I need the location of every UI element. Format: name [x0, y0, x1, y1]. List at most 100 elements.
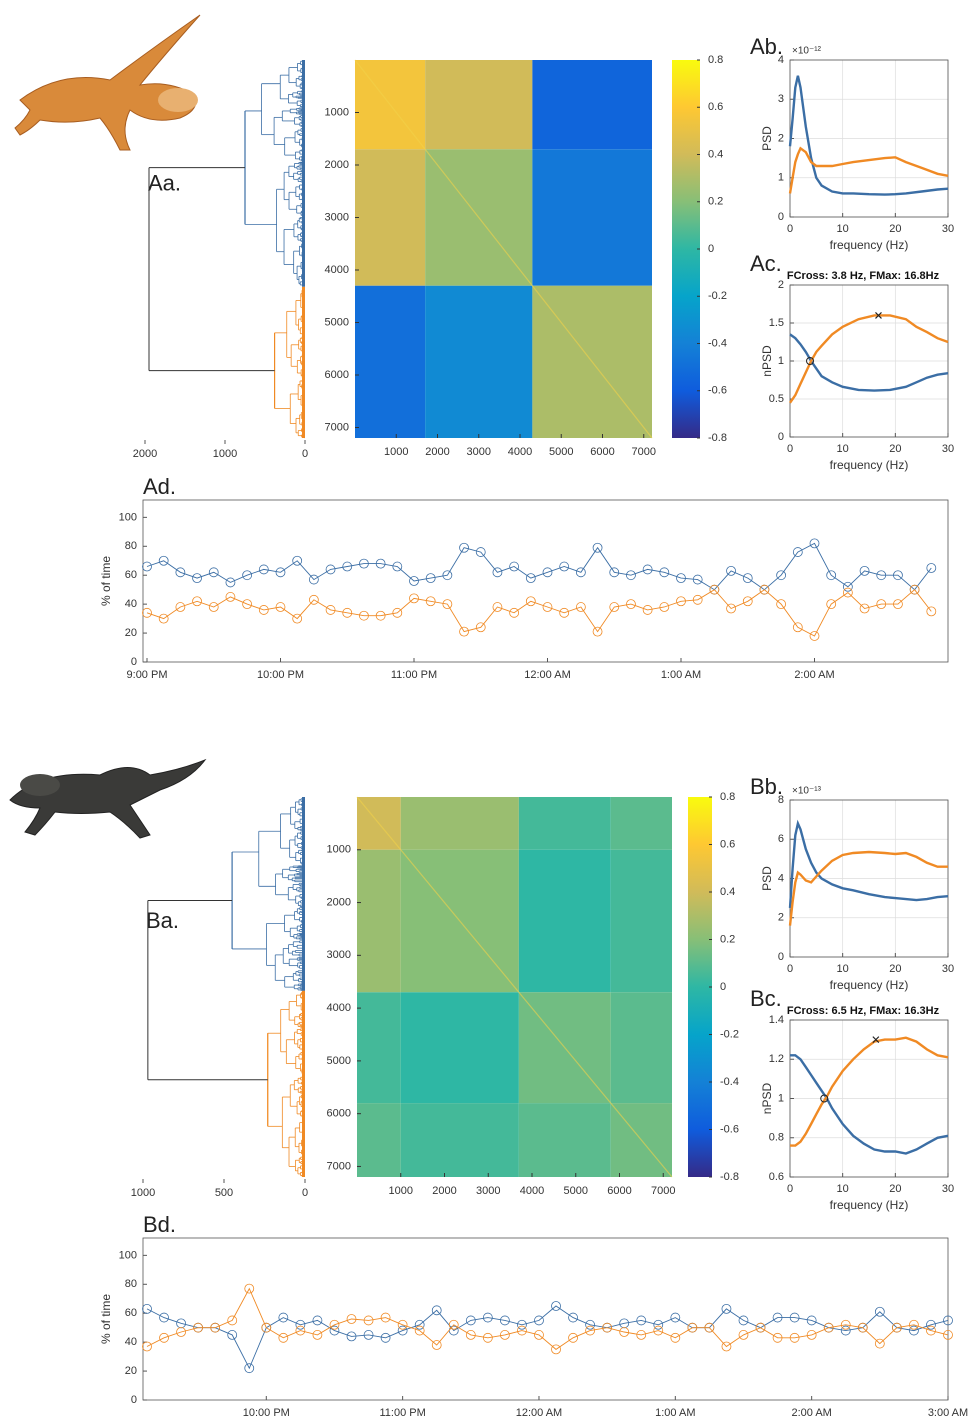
data-point [380, 1332, 391, 1343]
data-point [609, 602, 620, 612]
y-tick-label: 0.8 [769, 1132, 784, 1144]
dendrogram-cluster [244, 60, 305, 286]
data-point [525, 596, 536, 607]
colorbar-tick-label: -0.8 [720, 1171, 739, 1183]
data-point [409, 576, 419, 586]
y-tick-label: 6000 [325, 369, 349, 381]
data-point [542, 567, 553, 578]
data-point [568, 1332, 578, 1343]
data-point [329, 1325, 340, 1336]
data-point [704, 1322, 715, 1333]
data-point [295, 1319, 306, 1330]
x-tick-label: 10 [837, 1183, 849, 1195]
data-point [893, 570, 903, 581]
data-point [926, 606, 937, 617]
data-point [275, 602, 286, 612]
panel-label: Bc. [750, 986, 782, 1011]
x-tick-label: 2:00 AM [791, 1407, 831, 1418]
data-point [575, 602, 586, 612]
data-point [210, 1322, 221, 1333]
data-point [442, 599, 453, 610]
y-axis-label: % of time [99, 1294, 113, 1344]
data-point [475, 547, 486, 557]
y-tick-label: 6 [778, 833, 784, 845]
data-point [585, 1325, 596, 1336]
y-tick-label: 100 [119, 511, 137, 523]
colorbar-tick-label: -0.6 [708, 385, 727, 397]
data-point [874, 1306, 885, 1317]
x-tick-label: 2:00 AM [794, 669, 834, 681]
x-tick-label: 3000 [467, 446, 491, 458]
series-line [146, 589, 932, 637]
data-point [738, 1330, 749, 1340]
x-tick-label: 10:00 PM [243, 1407, 290, 1418]
data-point [242, 570, 253, 581]
heatmap-cell [532, 60, 652, 150]
x-tick-label: 12:00 AM [516, 1407, 562, 1418]
x-tick-label: 2000 [133, 448, 157, 460]
x-tick-label: 20 [889, 1183, 901, 1195]
data-point [876, 570, 887, 581]
data-point [857, 1322, 868, 1333]
axis-exponent: ×10⁻¹³ [792, 786, 822, 797]
data-point [534, 1330, 544, 1340]
data-point [559, 561, 570, 572]
data-point [459, 542, 469, 553]
data-point [359, 558, 369, 569]
heatmap-cell [400, 1103, 519, 1177]
chart-title: FCross: 3.8 Hz, FMax: 16.8Hz [787, 270, 940, 282]
data-point [492, 602, 503, 612]
data-point [559, 607, 570, 618]
panel-label: Ad. [143, 474, 176, 499]
data-point [525, 573, 536, 584]
dendrogram-cluster [267, 990, 305, 1177]
axes-frame [789, 799, 949, 958]
data-point [312, 1330, 323, 1340]
data-point [859, 565, 870, 576]
data-point [893, 599, 903, 610]
data-point [726, 603, 736, 614]
colorbar-tick-label: 0.6 [720, 838, 735, 850]
x-tick-label: 6000 [590, 446, 614, 458]
data-point [909, 584, 920, 595]
data-point [431, 1340, 442, 1350]
data-point [397, 1325, 408, 1336]
data-point [842, 581, 853, 592]
colorbar [688, 797, 712, 1177]
colorbar-tick-label: 0 [708, 243, 714, 255]
x-tick-label: 3:00 AM [928, 1407, 968, 1418]
data-point [208, 602, 219, 612]
dendrogram-cluster [231, 798, 305, 991]
y-tick-label: 60 [125, 1307, 137, 1319]
data-point [409, 593, 419, 604]
y-tick-label: 80 [125, 1278, 137, 1290]
data-point [482, 1332, 493, 1343]
data-point [909, 1325, 919, 1336]
y-tick-label: 3000 [327, 949, 351, 961]
data-point [192, 573, 202, 584]
data-point [568, 1312, 578, 1323]
data-point [442, 570, 453, 581]
heatmap-cell [355, 149, 426, 286]
y-tick-label: 5000 [327, 1055, 351, 1067]
data-point [789, 1332, 800, 1343]
data-point [806, 1315, 817, 1326]
data-point [465, 1330, 476, 1340]
x-tick-label: 5000 [564, 1185, 588, 1197]
heatmap-cell [400, 797, 519, 850]
y-tick-label: 4 [778, 872, 784, 884]
data-point [380, 1312, 391, 1323]
data-point [346, 1314, 357, 1324]
lizard-illustration [14, 14, 201, 151]
colorbar-tick-label: 0.4 [708, 148, 723, 160]
series-line [788, 75, 949, 196]
data-point [742, 596, 753, 607]
data-point [926, 1319, 936, 1330]
data-point [592, 542, 603, 553]
y-tick-label: 2000 [327, 896, 351, 908]
data-point [425, 573, 436, 584]
data-point [142, 561, 152, 572]
x-tick-label: 6000 [607, 1185, 631, 1197]
y-tick-label: 0 [778, 951, 784, 963]
axis-exponent: ×10⁻¹² [792, 46, 822, 57]
